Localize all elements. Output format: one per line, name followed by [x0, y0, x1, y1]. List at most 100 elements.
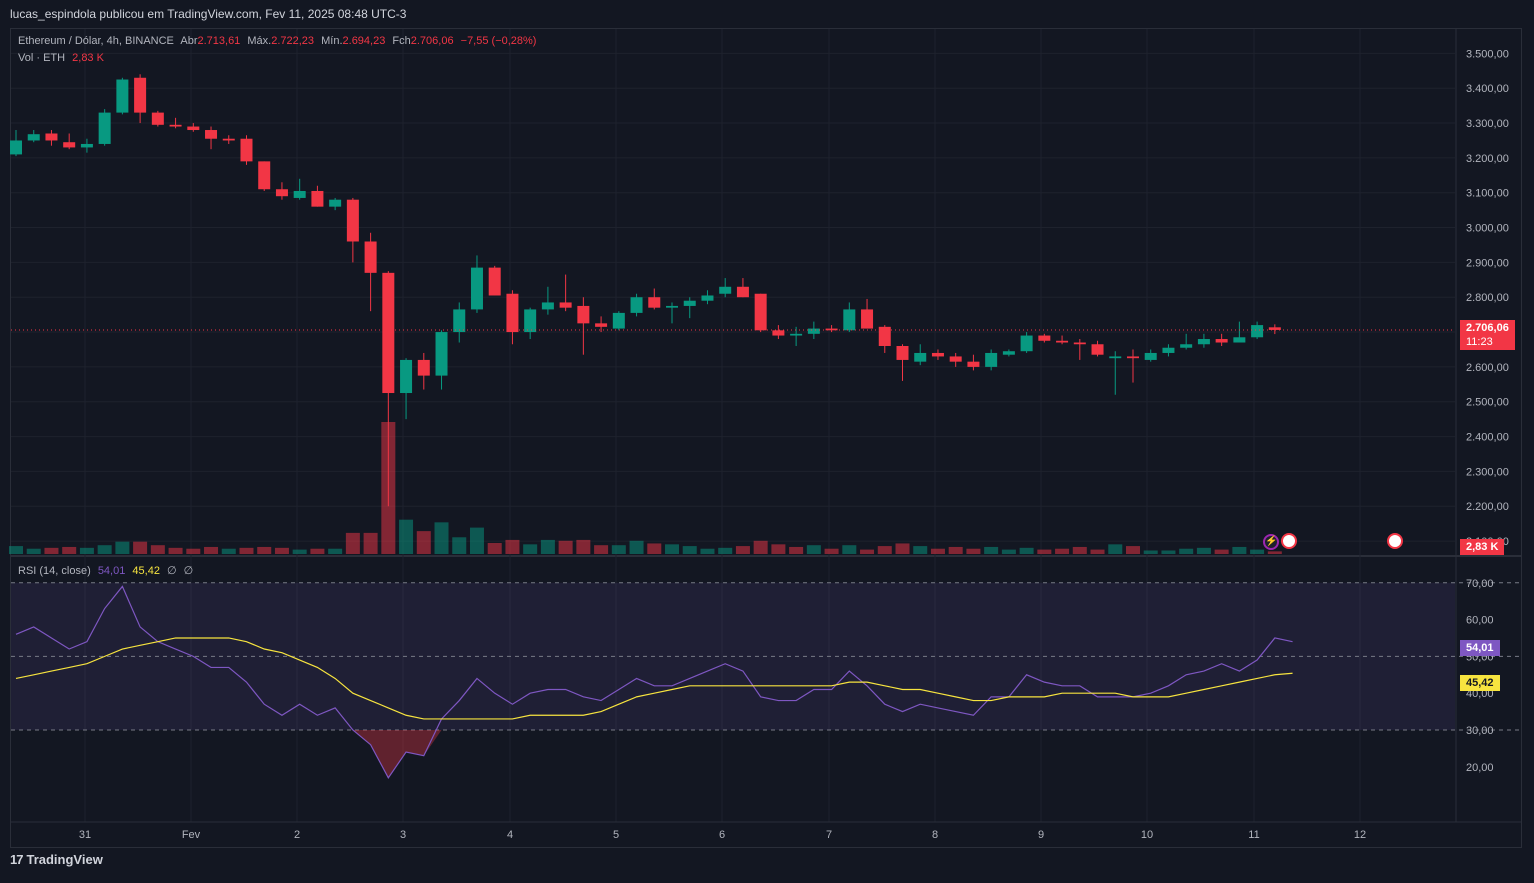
candle-body [772, 330, 785, 336]
candle-body [541, 302, 554, 310]
volume-bar [611, 545, 626, 554]
volume-bar [647, 543, 662, 554]
rsi-ma-legend-value: 45,42 [132, 565, 160, 577]
price-axis-tick: 3.400,00 [1466, 83, 1509, 95]
rsi-axis-tick: 70,00 [1466, 578, 1494, 590]
rsi-extra-2: ∅ [183, 565, 194, 577]
close-label: Fch [392, 35, 411, 47]
candle-body [1162, 347, 1175, 353]
candle-body [1020, 335, 1033, 352]
time-axis-tick: 2 [294, 829, 300, 841]
footer-brand: 17 TradingView [10, 852, 103, 867]
rsi-oversold-fill [352, 729, 442, 778]
candle-body [275, 189, 288, 197]
volume-bar [860, 549, 875, 554]
candle-body [931, 352, 944, 357]
rsi-line [15, 585, 1293, 779]
brand-name: TradingView [26, 852, 103, 867]
volume-bar [168, 547, 183, 554]
candle-body [169, 124, 182, 127]
volume-bar [930, 548, 945, 554]
volume-bar [1214, 549, 1229, 554]
volume-bar [9, 546, 23, 554]
candle-body [1251, 325, 1264, 338]
volume-label[interactable]: Vol · ETH [18, 52, 66, 64]
volume-bar [718, 547, 733, 554]
candle-body [825, 328, 838, 331]
candle-body [435, 332, 448, 376]
candle-body [1144, 352, 1157, 360]
candle-countdown: 11:23 [1466, 336, 1493, 348]
volume-bar [806, 545, 821, 554]
last-price-value: 2.706,06 [1466, 322, 1509, 334]
volume-bar [1161, 550, 1176, 554]
candle-body [736, 286, 749, 298]
volume-bar [789, 546, 804, 554]
price-axis-tick: 2.900,00 [1466, 257, 1509, 269]
volume-bar [913, 546, 928, 554]
volume-bar [1001, 549, 1016, 554]
volume-bar [523, 544, 538, 554]
high-value: 2.722,23 [271, 35, 315, 47]
candle-body [187, 126, 200, 131]
price-axis-tick: 2.600,00 [1466, 362, 1509, 374]
volume-bar [204, 546, 219, 554]
volume-bar [682, 546, 697, 554]
candle-body [488, 267, 501, 296]
price-axis-tick: 2.500,00 [1466, 397, 1509, 409]
candle-body [719, 286, 732, 294]
high-label: Máx. [247, 35, 272, 47]
candle-body [1109, 356, 1122, 359]
volume-bar [895, 543, 910, 554]
candle-body [346, 199, 359, 242]
time-axis-tick: 12 [1354, 829, 1366, 841]
volume-bar [1143, 550, 1158, 554]
lightning-icon[interactable]: ⚡ [1263, 534, 1279, 550]
time-axis-tick: Fev [182, 829, 201, 841]
volume-value: 2,83 K [72, 52, 104, 64]
candle-body [985, 352, 998, 367]
candle-body [630, 297, 643, 313]
price-axis-tick: 2.800,00 [1466, 292, 1509, 304]
volume-bar [274, 547, 289, 554]
candle-body [98, 112, 111, 144]
volume-bar [1072, 546, 1087, 554]
us-flag-event-icon-2[interactable] [1387, 533, 1403, 549]
price-axis-tick: 3.000,00 [1466, 223, 1509, 235]
price-axis-tick: 3.300,00 [1466, 118, 1509, 130]
candle-body [27, 134, 40, 141]
change-value: −7,55 (−0,28%) [460, 35, 537, 47]
rsi-label[interactable]: RSI (14, close) [18, 565, 91, 577]
volume-bar [1090, 549, 1105, 554]
open-label: Abr [180, 35, 198, 47]
time-axis-tick: 8 [932, 829, 938, 841]
candle-body [1002, 351, 1015, 355]
rsi-ma-tag-value: 45,42 [1466, 677, 1494, 689]
candle-body [1056, 340, 1069, 343]
us-flag-event-icon[interactable] [1281, 533, 1297, 549]
time-axis-tick: 10 [1141, 829, 1153, 841]
rsi-axis-tick: 20,00 [1466, 762, 1494, 774]
volume-bar [186, 548, 201, 554]
close-value: 2.706,06 [410, 35, 454, 47]
candle-body [293, 190, 306, 198]
candle-body [754, 293, 767, 331]
volume-bar [842, 545, 857, 554]
candle-body [1268, 327, 1281, 330]
volume-legend: Vol · ETH 2,83 K [18, 52, 108, 64]
symbol-name[interactable]: Ethereum / Dólar, 4h, BINANCE [18, 35, 174, 47]
candle-body [205, 130, 218, 139]
volume-bar [824, 548, 839, 554]
time-axis-tick: 5 [613, 829, 619, 841]
price-axis-tick: 3.500,00 [1466, 48, 1509, 60]
candle-body [612, 312, 625, 329]
candle-body [311, 190, 324, 207]
volume-bar [1037, 549, 1052, 554]
candle-body [843, 309, 856, 331]
candle-body [470, 267, 483, 310]
candle-body [63, 142, 76, 148]
volume-tag-value: 2,83 K [1466, 541, 1499, 553]
candle-body [666, 305, 679, 308]
volume-bar [44, 547, 59, 554]
